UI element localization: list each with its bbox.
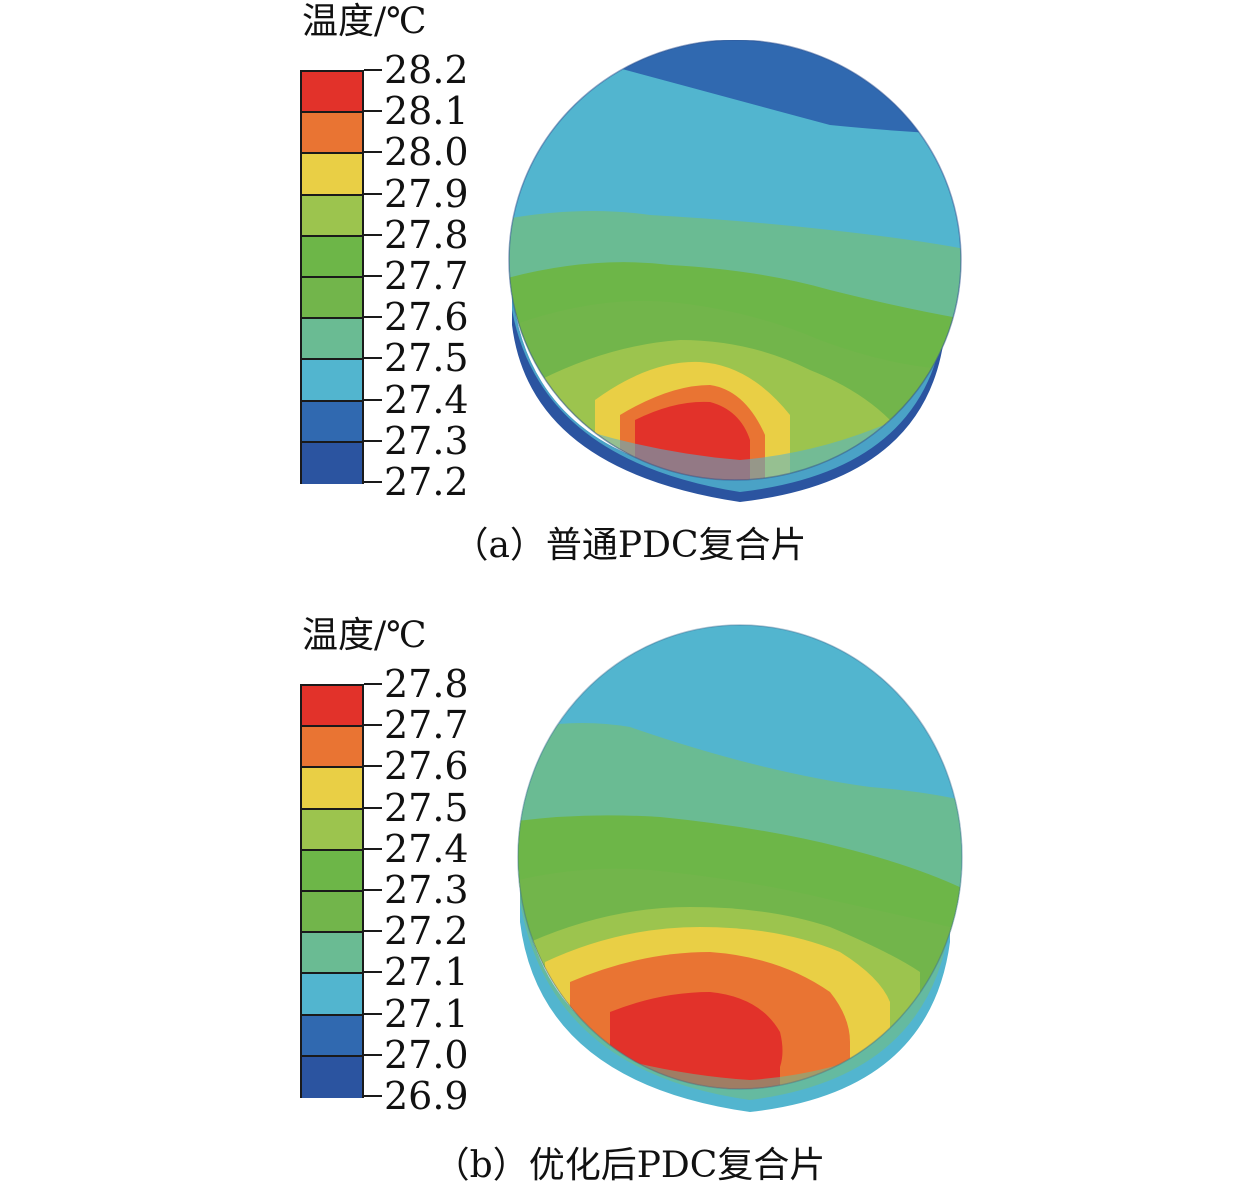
legend-tick-mark — [364, 192, 382, 195]
legend-swatch — [302, 809, 362, 851]
legend-tick-mark — [364, 765, 382, 768]
legend-tick-label: 27.6 — [384, 295, 469, 340]
legend-swatch — [302, 727, 362, 769]
legend-tick-mark — [364, 275, 382, 277]
caption-b: （b）优化后PDC复合片 — [433, 1145, 826, 1186]
legend-swatch — [302, 195, 362, 237]
legend-swatch — [302, 113, 362, 155]
legend-tick-mark — [364, 806, 382, 809]
legend-tick-label: 28.0 — [384, 130, 469, 175]
legend-swatch — [302, 319, 362, 361]
legend-swatch — [302, 360, 362, 402]
legend-tick-label: 27.8 — [384, 662, 469, 706]
legend-tick-label: 28.1 — [384, 89, 469, 134]
legend-tick-label: 27.5 — [384, 785, 469, 830]
legend-swatch — [302, 401, 362, 443]
legend-swatch — [302, 1015, 362, 1057]
legend-tick-label: 27.4 — [384, 377, 469, 422]
legend-tick-mark — [364, 1012, 382, 1015]
legend-tick-mark — [364, 316, 382, 319]
legend-swatch — [302, 442, 362, 484]
legend-tick-mark — [364, 683, 382, 685]
legend-swatch — [302, 277, 362, 320]
legend-tick-label: 27.4 — [384, 826, 469, 871]
legend-tick-label: 26.9 — [384, 1074, 469, 1118]
legend-tick-label: 27.0 — [384, 1032, 469, 1077]
legend-tick-mark — [364, 847, 382, 850]
legend-title-a: 温度/℃ — [302, 1, 427, 42]
legend-tick-label: 27.3 — [384, 418, 469, 463]
legend-swatch — [302, 768, 362, 810]
legend-title-b: 温度/℃ — [302, 615, 427, 656]
pdc-disc-optimized — [517, 624, 963, 1112]
legend-swatch — [302, 686, 362, 728]
legend-tick-mark — [364, 398, 382, 401]
legend-tick-mark — [364, 889, 382, 891]
caption-a: （a）普通PDC复合片 — [452, 525, 807, 566]
legend-tick-mark — [364, 69, 382, 71]
legend-swatch — [302, 72, 362, 114]
legend-tick-label: 27.9 — [384, 171, 469, 216]
legend-tick-label: 27.6 — [384, 744, 469, 789]
legend-tick-mark — [364, 930, 382, 933]
legend-swatch — [302, 974, 362, 1016]
legend-tick-mark — [364, 1095, 382, 1097]
legend-swatch — [302, 891, 362, 934]
color-legend-b — [300, 684, 364, 1098]
color-legend-a — [300, 70, 364, 484]
legend-tick-label: 27.7 — [384, 254, 469, 298]
legend-tick-mark — [364, 439, 382, 442]
legend-tick-label: 27.2 — [384, 460, 469, 504]
legend-tick-mark — [364, 110, 382, 113]
legend-swatch — [302, 236, 362, 278]
legend-swatch — [302, 933, 362, 975]
legend-tick-label: 27.7 — [384, 703, 469, 748]
legend-tick-mark — [364, 481, 382, 483]
legend-tick-mark — [364, 233, 382, 236]
legend-tick-mark — [364, 1053, 382, 1056]
legend-tick-label: 27.5 — [384, 336, 469, 381]
legend-swatch — [302, 1056, 362, 1098]
legend-tick-mark — [364, 151, 382, 154]
legend-tick-label: 27.8 — [384, 212, 469, 257]
legend-tick-mark — [364, 357, 382, 360]
pdc-disc-normal — [508, 40, 962, 502]
legend-tick-label: 28.2 — [384, 48, 469, 92]
legend-tick-label: 27.3 — [384, 868, 469, 912]
legend-tick-label: 27.2 — [384, 909, 469, 954]
legend-tick-label: 27.1 — [384, 991, 469, 1036]
legend-swatch — [302, 154, 362, 196]
legend-tick-mark — [364, 971, 382, 974]
legend-tick-label: 27.1 — [384, 950, 469, 995]
legend-swatch — [302, 850, 362, 892]
legend-tick-mark — [364, 724, 382, 727]
